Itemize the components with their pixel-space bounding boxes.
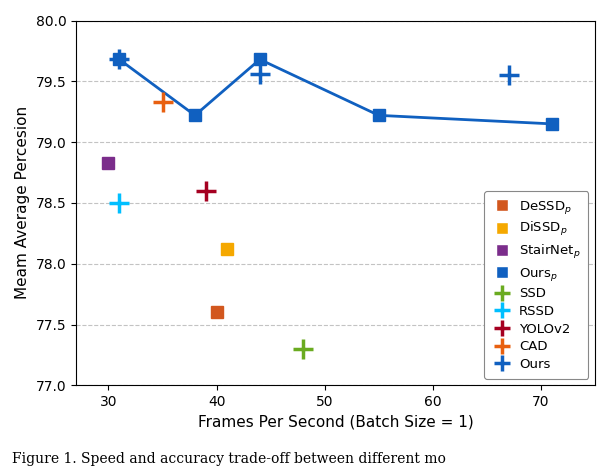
Legend: DeSSD$_p$, DiSSD$_p$, StairNet$_p$, Ours$_p$, SSD, RSSD, YOLOv2, CAD, Ours: DeSSD$_p$, DiSSD$_p$, StairNet$_p$, Ours… (484, 191, 589, 379)
Text: Figure 1. Speed and accuracy trade-off between different mo: Figure 1. Speed and accuracy trade-off b… (12, 452, 446, 466)
Y-axis label: Meam Average Percesion: Meam Average Percesion (15, 106, 30, 300)
X-axis label: Frames Per Second (Batch Size = 1): Frames Per Second (Batch Size = 1) (198, 415, 473, 430)
